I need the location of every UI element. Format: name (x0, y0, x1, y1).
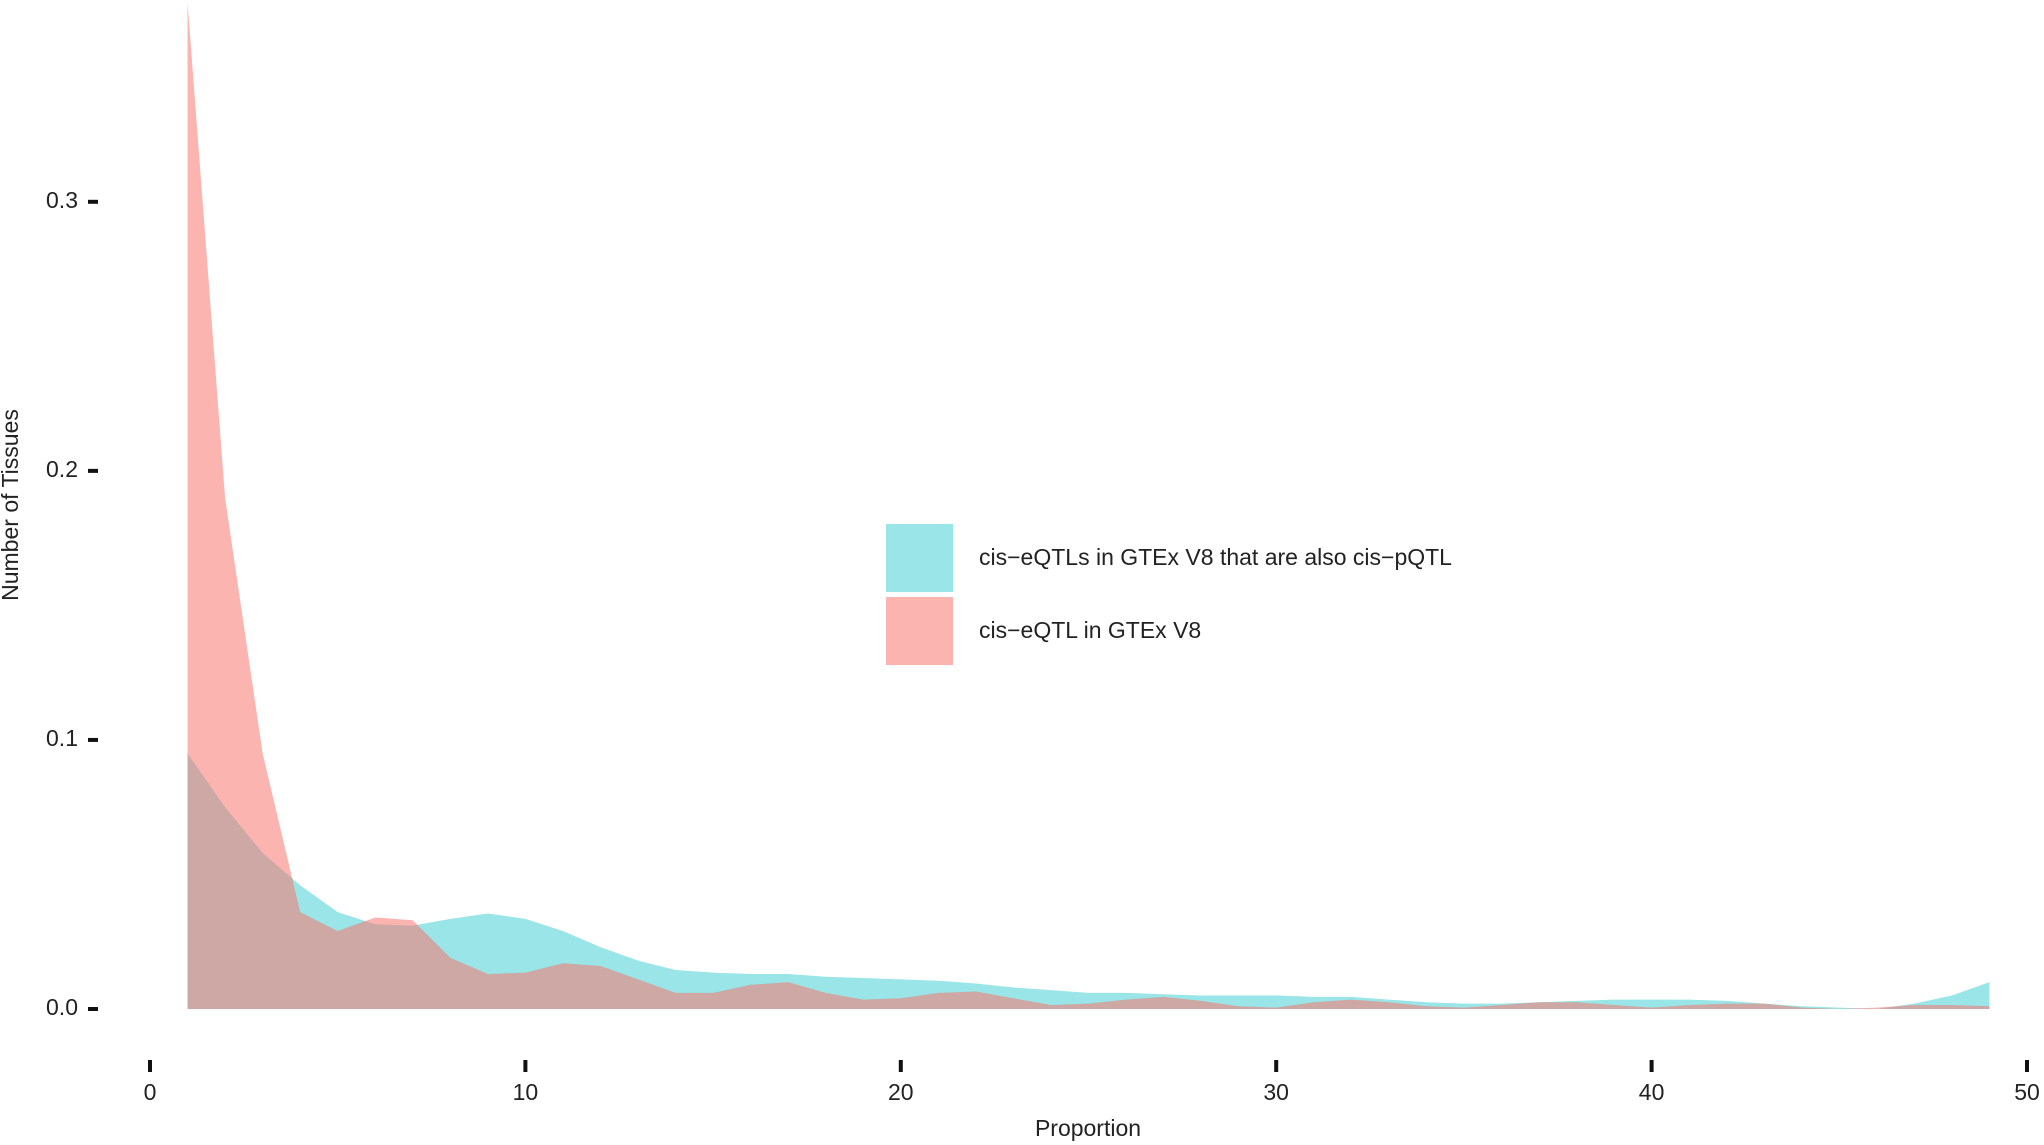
x-tick-label: 20 (888, 1079, 914, 1105)
x-tick-label: 50 (2014, 1079, 2040, 1105)
x-tick-label: 10 (513, 1079, 539, 1105)
legend-label: cis−eQTL in GTEx V8 (979, 617, 1201, 643)
density-area (187, 2, 1990, 1009)
legend-swatch (886, 524, 953, 592)
x-axis-label: Proportion (1035, 1115, 1141, 1141)
legend-swatch (886, 597, 953, 665)
y-tick-label: 0.2 (46, 456, 78, 482)
y-tick-label: 0.1 (46, 725, 78, 751)
y-tick-label: 0.3 (46, 187, 78, 213)
x-tick-label: 0 (144, 1079, 157, 1105)
y-axis-label: Number of Tissues (0, 409, 23, 601)
x-tick-label: 30 (1263, 1079, 1289, 1105)
legend-label: cis−eQTLs in GTEx V8 that are also cis−p… (979, 544, 1452, 570)
x-tick-label: 40 (1639, 1079, 1665, 1105)
y-tick-label: 0.0 (46, 994, 78, 1020)
